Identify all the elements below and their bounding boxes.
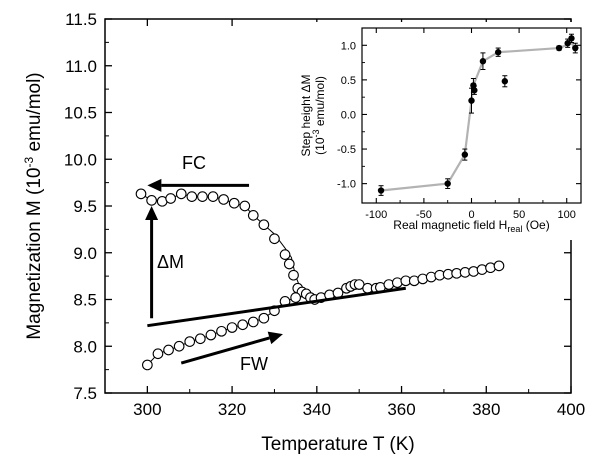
data-point bbox=[290, 292, 301, 303]
delta-m-arrow-head bbox=[145, 206, 159, 220]
inset-x-tick-label: -50 bbox=[416, 209, 432, 221]
data-point bbox=[152, 348, 164, 360]
data-point bbox=[493, 260, 505, 272]
inset-x-tick-label: 50 bbox=[513, 209, 525, 221]
main-y-tick-label: 8.5 bbox=[73, 291, 97, 310]
inset-background bbox=[280, 22, 572, 240]
inset-data-point bbox=[564, 40, 571, 47]
data-point bbox=[226, 322, 238, 333]
inset-y-tick-label: 0.0 bbox=[341, 109, 356, 121]
inset-data-point bbox=[461, 151, 469, 158]
main-y-tick-label: 10.0 bbox=[64, 150, 97, 169]
inset-y-axis-title-line2: (10-3 emu/mol) bbox=[311, 76, 327, 155]
data-point bbox=[184, 336, 196, 347]
data-point bbox=[135, 188, 147, 200]
main-y-axis-title-sup: -3 bbox=[22, 156, 36, 167]
inset-data-point bbox=[568, 35, 575, 42]
delta-m-label: ΔM bbox=[157, 252, 184, 272]
main-y-axis-title: Magnetization M (10-3 emu/mol) bbox=[22, 72, 45, 339]
main-y-tick-label: 9.0 bbox=[73, 244, 97, 263]
data-point bbox=[175, 188, 187, 200]
inset-data-point bbox=[479, 58, 487, 65]
inset-y-tick-label: -0.5 bbox=[337, 144, 356, 156]
data-point bbox=[197, 191, 208, 202]
fc-arrow-head bbox=[147, 178, 162, 192]
inset-data-point bbox=[471, 87, 478, 94]
data-point bbox=[216, 325, 227, 337]
data-point bbox=[186, 191, 198, 202]
inset-y-axis-title-tail: emu/mol) bbox=[313, 76, 327, 129]
main-x-axis-title: Temperature T (K) bbox=[261, 434, 414, 455]
data-point bbox=[207, 191, 219, 202]
inset-y-tick-label: 1.0 bbox=[341, 40, 356, 52]
inset-data-point bbox=[494, 49, 502, 56]
inset-data-points bbox=[377, 33, 579, 196]
inset-data-point bbox=[572, 44, 579, 52]
data-point bbox=[165, 193, 177, 204]
main-y-axis-title-text: Magnetization M (10 bbox=[24, 167, 45, 339]
inset-data-point bbox=[444, 180, 451, 187]
main-data-points bbox=[135, 188, 505, 371]
main-x-tick-label: 340 bbox=[303, 400, 331, 419]
data-point bbox=[269, 233, 280, 245]
inset-x-tick-label: 0 bbox=[468, 209, 474, 221]
inset-x-tick-label: 100 bbox=[558, 209, 576, 221]
data-point bbox=[258, 219, 270, 231]
inset-y-axis-title-sup: -3 bbox=[311, 129, 321, 137]
inset-axis-ticks: -100 -50 0 50 100 -1.0 -0.5 0.0 0.5 1.0 bbox=[337, 28, 581, 221]
main-x-tick-label: 300 bbox=[133, 400, 161, 419]
data-point bbox=[194, 333, 206, 345]
data-point bbox=[239, 200, 251, 212]
inset-data-point bbox=[468, 97, 475, 104]
main-y-tick-label: 8.0 bbox=[73, 337, 97, 356]
data-point bbox=[288, 269, 299, 281]
main-y-tick-label: 9.5 bbox=[73, 197, 97, 216]
data-point bbox=[237, 319, 249, 331]
data-point bbox=[173, 340, 185, 352]
inset-data-point bbox=[470, 82, 477, 89]
main-y-tick-label: 11.5 bbox=[65, 10, 97, 29]
inset-y-tick-label: 0.5 bbox=[341, 75, 356, 87]
data-point bbox=[283, 258, 295, 270]
inset-chart: -100 -50 0 50 100 -1.0 -0.5 0.0 0.5 1.0 Real magn… bbox=[280, 22, 582, 240]
fc-label: FC bbox=[182, 153, 206, 173]
main-y-tick-label: 11.0 bbox=[65, 57, 97, 76]
data-point bbox=[247, 210, 259, 221]
inset-y-tick-label: -1.0 bbox=[337, 179, 356, 191]
fw-label: FW bbox=[240, 354, 268, 374]
data-point bbox=[218, 194, 229, 205]
data-point bbox=[163, 344, 174, 356]
inset-x-tick-label: -100 bbox=[365, 209, 387, 221]
main-y-tick-label: 7.5 bbox=[73, 384, 97, 403]
main-chart: 300 320 340 360 380 400 7.5 8.0 8.5 9.0 9.5 10.0 10.… bbox=[22, 10, 585, 455]
inset-y-axis-title-line1: Step height ΔM bbox=[299, 74, 313, 156]
inset-trend-line bbox=[380, 41, 577, 192]
data-point bbox=[142, 359, 153, 371]
baseline-line bbox=[147, 286, 406, 328]
main-x-tick-label: 360 bbox=[387, 400, 415, 419]
inset-x-axis-title: Real magnetic field Hreal (Oe) bbox=[393, 218, 549, 234]
main-x-tick-label: 400 bbox=[557, 400, 585, 419]
main-y-tick-label: 10.5 bbox=[64, 104, 97, 123]
main-x-tick-label: 380 bbox=[472, 400, 500, 419]
inset-data-point bbox=[377, 187, 385, 194]
data-point bbox=[205, 329, 217, 341]
main-axis-ticks: 300 320 340 360 380 400 7.5 8.0 8.5 9.0 9.5 10.0 10.… bbox=[64, 10, 585, 419]
data-point bbox=[247, 316, 259, 328]
inset-data-point bbox=[555, 44, 563, 52]
inset-x-axis-title-sub: real bbox=[507, 224, 522, 234]
fw-arrow-head bbox=[267, 331, 283, 345]
inset-data-point bbox=[501, 78, 509, 85]
main-annotations bbox=[145, 178, 406, 365]
data-point bbox=[146, 195, 157, 206]
main-x-tick-label: 320 bbox=[218, 400, 246, 419]
main-y-axis-title-tail: emu/mol) bbox=[24, 72, 45, 156]
data-point bbox=[228, 197, 240, 209]
inset-trend-polyline bbox=[380, 41, 577, 192]
data-point bbox=[279, 249, 291, 260]
fw-arrow-shaft bbox=[180, 336, 270, 365]
inset-x-axis-title-tail: (Oe) bbox=[522, 218, 549, 232]
data-point bbox=[258, 312, 270, 324]
